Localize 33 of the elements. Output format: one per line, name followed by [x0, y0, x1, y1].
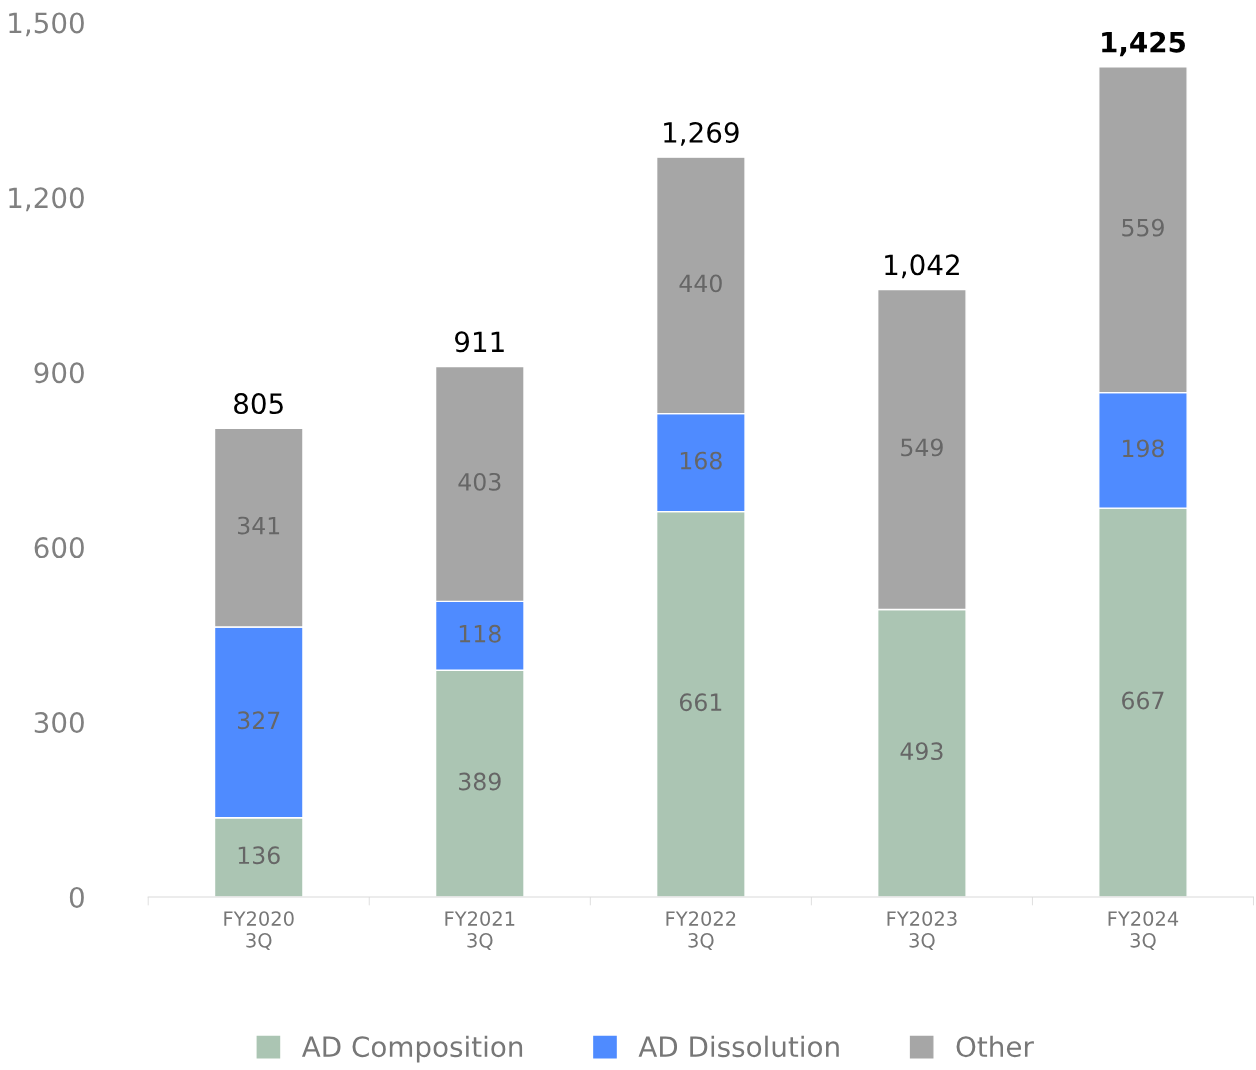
- legend-label: AD Composition: [301, 1035, 523, 1063]
- x-tick-label: FY2021 3Q: [445, 911, 515, 950]
- y-tick-label: 1,500: [9, 12, 84, 37]
- legend-label: AD Dissolution: [638, 1035, 839, 1058]
- total-label: 1,042: [885, 254, 959, 279]
- x-tick-label: FY2024 3Q: [1108, 911, 1179, 950]
- data-label: 198: [1123, 439, 1164, 458]
- y-tick-label: 0: [69, 886, 84, 908]
- legend-label: Other: [956, 1035, 1034, 1058]
- data-label: 549: [901, 438, 943, 457]
- y-tick-label: 300: [34, 712, 84, 734]
- y-tick-label: 900: [34, 362, 84, 384]
- data-label: 168: [680, 451, 722, 470]
- y-tick-label: 600: [34, 537, 84, 559]
- total-label: 805: [234, 393, 283, 415]
- total-label: 1,269: [664, 122, 739, 146]
- data-label: 559: [1122, 218, 1164, 237]
- data-label: 493: [900, 742, 943, 761]
- data-label: 389: [459, 772, 501, 791]
- x-tick-label: FY2020 3Q: [224, 911, 294, 950]
- data-label: 667: [1122, 691, 1164, 710]
- x-tick-label: FY2022 3Q: [666, 911, 736, 950]
- data-label: 403: [458, 472, 501, 491]
- data-label: 136: [238, 846, 280, 865]
- total-label: 911: [455, 331, 504, 353]
- data-label: 327: [238, 711, 280, 730]
- x-tick-label: FY2023 3Q: [887, 911, 957, 950]
- data-label: 440: [679, 274, 722, 293]
- data-label: 118: [459, 624, 501, 643]
- total-label: 1,425: [1102, 31, 1185, 57]
- data-label: 341: [238, 516, 280, 535]
- y-tick-label: 1,200: [9, 187, 84, 212]
- data-label: 661: [679, 693, 722, 712]
